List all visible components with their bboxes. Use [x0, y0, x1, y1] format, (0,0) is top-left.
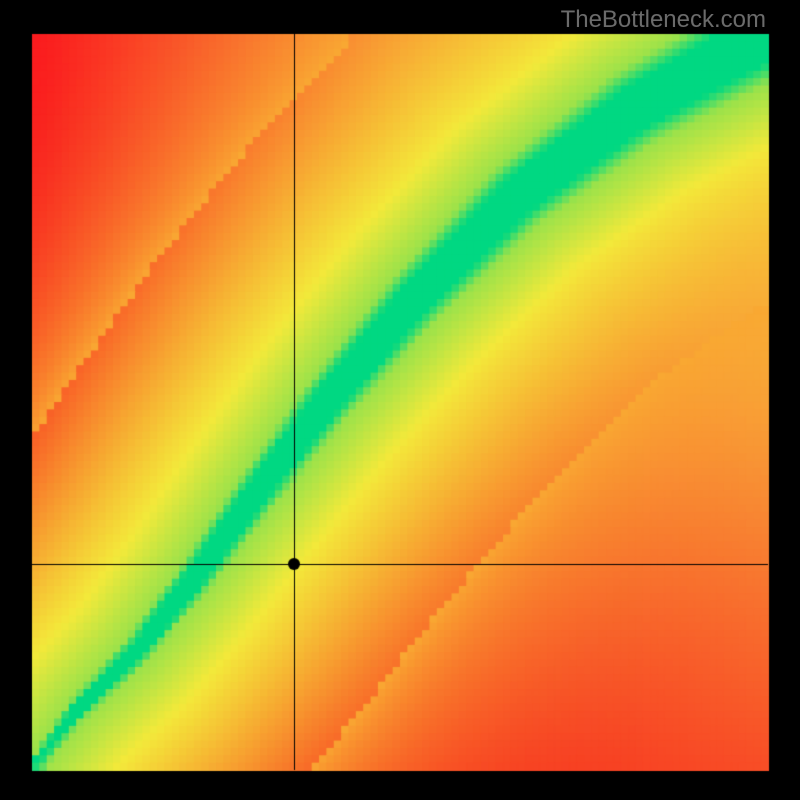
watermark-text: TheBottleneck.com	[561, 6, 766, 34]
bottleneck-heatmap	[0, 0, 800, 800]
chart-container: TheBottleneck.com	[0, 0, 800, 800]
